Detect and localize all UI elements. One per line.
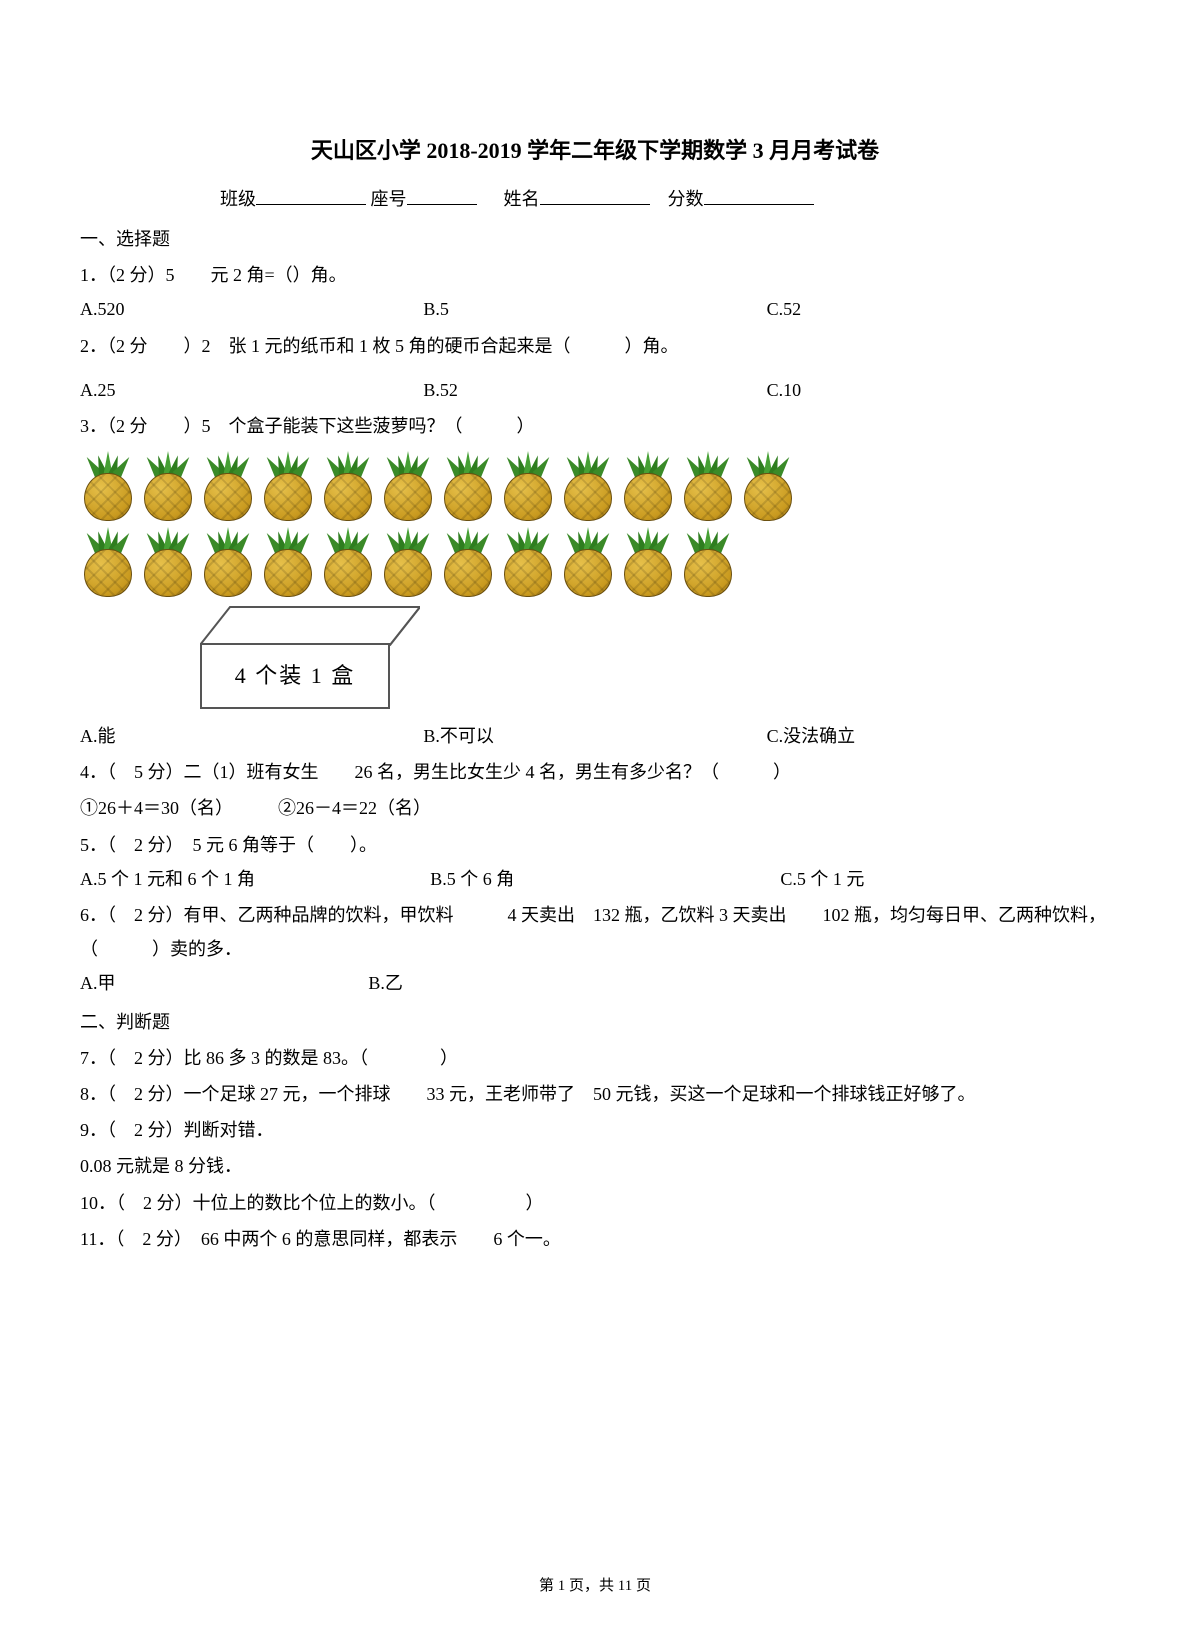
q2-b: B.52 xyxy=(423,373,766,407)
q1-options: A.520 B.5 C.52 xyxy=(80,292,1110,326)
pineapple-icon xyxy=(440,453,496,523)
pineapple-icon xyxy=(200,529,256,599)
q5-options: A.5 个 1 元和 6 个 1 角 B.5 个 6 角 C.5 个 1 元 xyxy=(80,862,1110,896)
pineapple-icon xyxy=(620,453,676,523)
box-label: 4 个装 1 盒 xyxy=(200,643,390,709)
page-footer: 第 1 页，共 11 页 xyxy=(0,1572,1190,1601)
q5-a: A.5 个 1 元和 6 个 1 角 xyxy=(80,862,430,896)
q3-a: A.能 xyxy=(80,719,423,753)
footer-mid: 页，共 xyxy=(565,1578,618,1594)
q1-a: A.520 xyxy=(80,292,423,326)
pineapple-icon xyxy=(380,453,436,523)
footer-suffix: 页 xyxy=(632,1578,651,1594)
pineapple-icon xyxy=(680,529,736,599)
info-line: 班级 座号 姓名 分数 xyxy=(220,182,1110,216)
q5-b: B.5 个 6 角 xyxy=(430,862,780,896)
q2-stem: 2．（2 分 ）2 张 1 元的纸币和 1 枚 5 角的硬币合起来是（ ）角。 xyxy=(80,329,1110,363)
section-1: 一、选择题 xyxy=(80,222,1110,256)
footer-prefix: 第 xyxy=(539,1578,558,1594)
exam-title: 天山区小学 2018-2019 学年二年级下学期数学 3 月月考试卷 xyxy=(80,130,1110,172)
pineapple-icon xyxy=(560,529,616,599)
q6-a: A.甲 xyxy=(80,966,368,1000)
pineapple-icon xyxy=(680,453,736,523)
q3-b: B.不可以 xyxy=(423,719,766,753)
label-seat: 座号 xyxy=(371,189,407,209)
q1-c: C.52 xyxy=(767,292,1110,326)
pineapple-icon xyxy=(260,529,316,599)
pineapple-icon xyxy=(320,529,376,599)
q1-stem: 1．（2 分）5 元 2 角=（）角。 xyxy=(80,258,1110,292)
pineapple-icon xyxy=(500,529,556,599)
q7: 7．（ 2 分）比 86 多 3 的数是 83。（ ） xyxy=(80,1041,1110,1075)
q9b: 0.08 元就是 8 分钱． xyxy=(80,1149,1110,1183)
pineapple-row-2 xyxy=(80,529,1110,599)
pineapple-icon xyxy=(740,453,796,523)
q5-stem: 5．（ 2 分） 5 元 6 角等于（ ）。 xyxy=(80,828,1110,862)
box-top-icon xyxy=(200,605,420,647)
q6-b: B.乙 xyxy=(368,966,656,1000)
label-name: 姓名 xyxy=(504,189,540,209)
q8: 8．（ 2 分）一个足球 27 元，一个排球 33 元，王老师带了 50 元钱，… xyxy=(80,1077,1110,1111)
q3-c: C.没法确立 xyxy=(767,719,1110,753)
pineapple-icon xyxy=(80,529,136,599)
label-class: 班级 xyxy=(220,189,256,209)
pineapple-icon xyxy=(200,453,256,523)
pineapple-figure: 4 个装 1 盒 xyxy=(80,453,1110,711)
pineapple-icon xyxy=(140,453,196,523)
pineapple-row-1 xyxy=(80,453,1110,523)
footer-total: 11 xyxy=(618,1578,632,1594)
q2-a: A.25 xyxy=(80,373,423,407)
q6-stem: 6．（ 2 分）有甲、乙两种品牌的饮料，甲饮料 4 天卖出 132 瓶，乙饮料 … xyxy=(80,898,1110,966)
pineapple-icon xyxy=(80,453,136,523)
q11: 11．（ 2 分） 66 中两个 6 的意思同样，都表示 6 个一。 xyxy=(80,1222,1110,1256)
q3-stem: 3．（2 分 ）5 个盒子能装下这些菠萝吗？（ ） xyxy=(80,409,1110,443)
label-score: 分数 xyxy=(668,189,704,209)
q6-options: A.甲 B.乙 xyxy=(80,966,1110,1000)
pineapple-icon xyxy=(260,453,316,523)
pineapple-icon xyxy=(320,453,376,523)
q5-c: C.5 个 1 元 xyxy=(780,862,1110,896)
q9a: 9．（ 2 分）判断对错． xyxy=(80,1113,1110,1147)
pineapple-icon xyxy=(440,529,496,599)
pineapple-icon xyxy=(380,529,436,599)
q3-options: A.能 B.不可以 C.没法确立 xyxy=(80,719,1110,753)
pineapple-icon xyxy=(620,529,676,599)
q1-b: B.5 xyxy=(423,292,766,326)
box-figure: 4 个装 1 盒 xyxy=(200,605,420,711)
pineapple-icon xyxy=(140,529,196,599)
pineapple-icon xyxy=(500,453,556,523)
q4-sub: ①26＋4＝30（名） ②26－4＝22（名） xyxy=(80,791,1110,825)
pineapple-icon xyxy=(560,453,616,523)
q2-options: A.25 B.52 C.10 xyxy=(80,373,1110,407)
q10: 10．（ 2 分）十位上的数比个位上的数小。（ ） xyxy=(80,1186,1110,1220)
section-2: 二、判断题 xyxy=(80,1005,1110,1039)
q2-c: C.10 xyxy=(767,373,1110,407)
q4-stem: 4．（ 5 分）二（1）班有女生 26 名，男生比女生少 4 名，男生有多少名？… xyxy=(80,755,1110,789)
